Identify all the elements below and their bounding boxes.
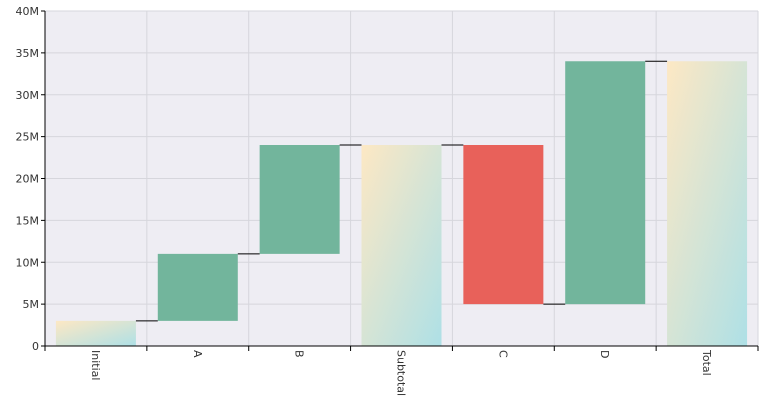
bar-total	[667, 61, 748, 346]
y-tick-label: 30M	[16, 89, 40, 102]
bar-c	[463, 145, 544, 305]
y-tick-label: 10M	[16, 256, 40, 269]
x-category-label: C	[496, 350, 509, 358]
x-category-label: A	[191, 350, 204, 358]
y-tick-label: 25M	[16, 131, 40, 144]
y-axis-tick-labels: 0 5M 10M 15M 20M 25M 30M 35M 40M	[16, 5, 40, 353]
bar-d	[565, 61, 646, 305]
y-tick-label: 5M	[23, 298, 40, 311]
y-tick-label: 35M	[16, 47, 40, 60]
x-category-label: Subtotal	[395, 350, 408, 396]
y-tick-label: 40M	[16, 5, 40, 18]
x-category-label: B	[293, 350, 306, 358]
bar-b	[259, 145, 340, 254]
bar-initial	[55, 320, 136, 346]
x-category-label: Initial	[89, 350, 102, 380]
connectors	[135, 60, 668, 322]
bar-subtotal	[361, 145, 442, 346]
x-category-label: D	[598, 350, 611, 358]
y-tick-label: 20M	[16, 173, 40, 186]
bars	[55, 61, 748, 346]
x-category-label: Total	[700, 349, 713, 376]
y-tick-label: 0	[32, 340, 39, 353]
y-tick-label: 15M	[16, 214, 40, 227]
axes	[41, 10, 759, 351]
x-axis-category-labels: Initial A B Subtotal C D Total	[89, 349, 713, 396]
bar-a	[157, 253, 238, 321]
